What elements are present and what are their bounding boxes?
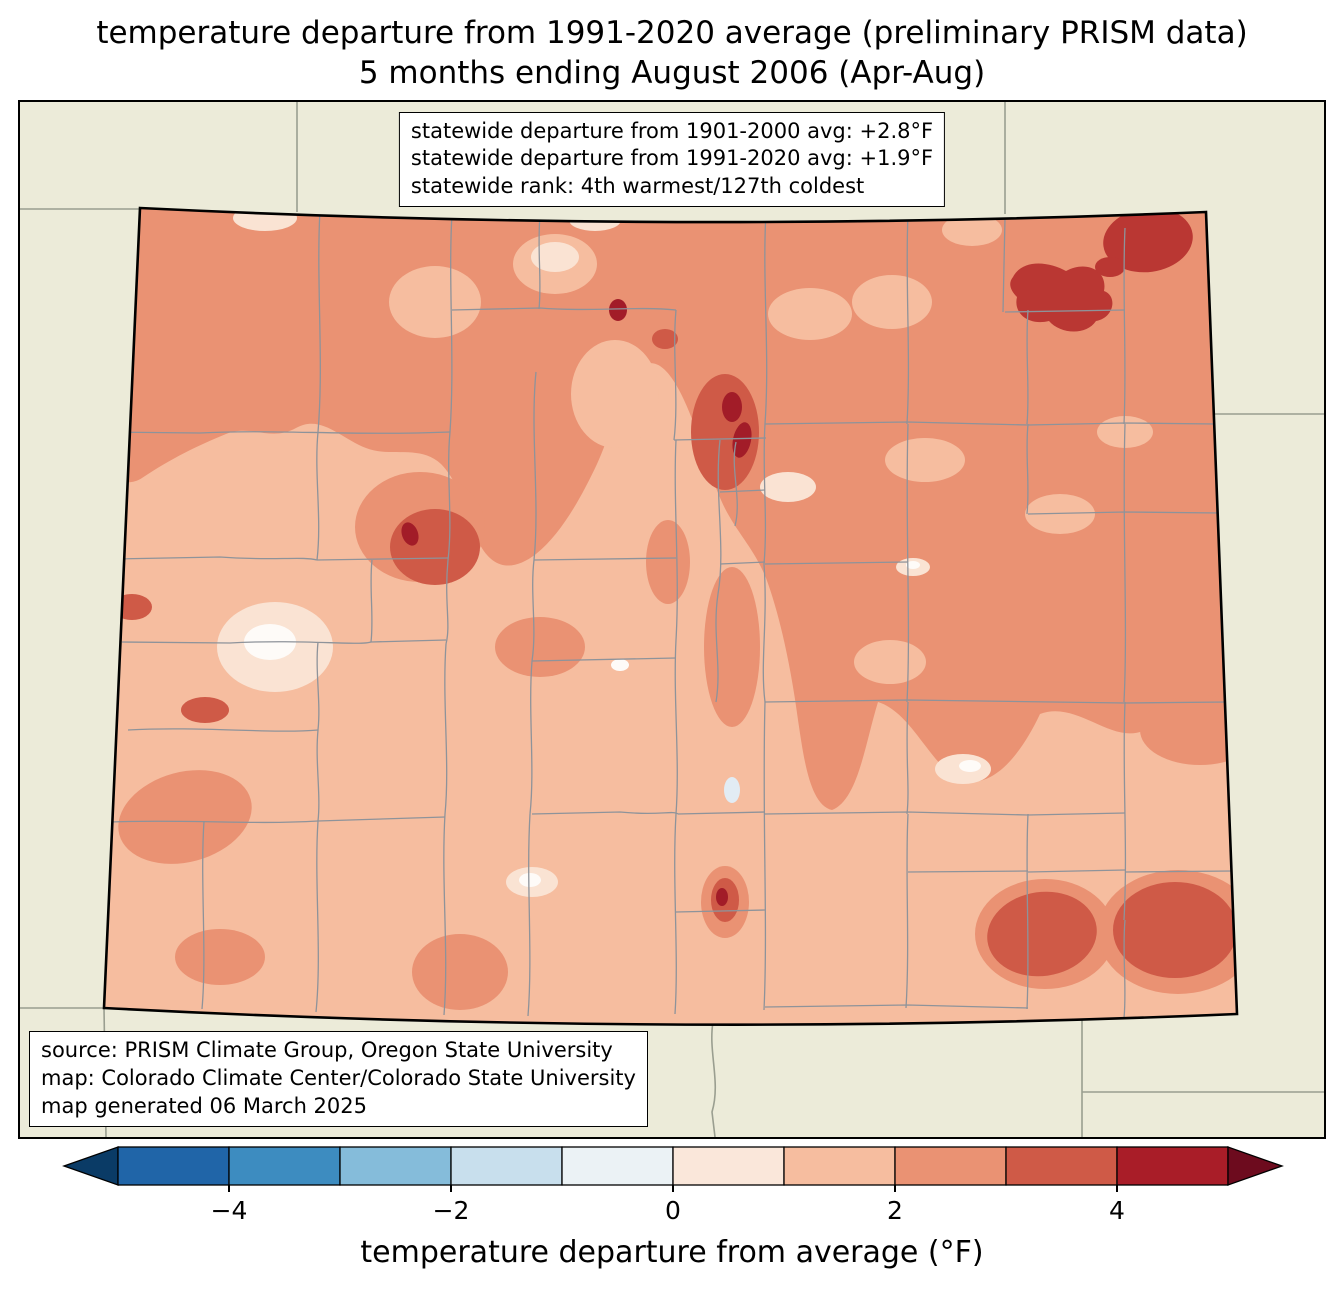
source-line-2: map: Colorado Climate Center/Colorado St… xyxy=(41,1066,636,1091)
colorbar-tick-4: 4 xyxy=(1109,1195,1125,1225)
title-line-1: temperature departure from 1991-2020 ave… xyxy=(96,15,1248,51)
stats-line-1: statewide departure from 1901-2000 avg: … xyxy=(410,118,934,143)
source-line-3: map generated 06 March 2025 xyxy=(41,1093,368,1118)
stats-line-3: statewide rank: 4th warmest/127th coldes… xyxy=(410,174,865,199)
stats-box: statewide departure from 1901-2000 avg: … xyxy=(398,111,946,207)
source-line-1: source: PRISM Climate Group, Oregon Stat… xyxy=(41,1038,613,1063)
page-title: temperature departure from 1991-2020 ave… xyxy=(0,0,1344,94)
colorado-border xyxy=(102,206,1239,1026)
colorbar-tick-2: 2 xyxy=(887,1195,903,1225)
colorado-state-shape xyxy=(104,207,1237,1025)
colorbar-label: temperature departure from average (°F) xyxy=(360,1234,984,1270)
county-boundaries xyxy=(104,209,1234,1018)
colorbar: −4 −2 0 2 4 temperature departure from a… xyxy=(0,1143,1344,1293)
title-line-2: 5 months ending August 2006 (Apr-Aug) xyxy=(358,55,986,92)
colorado-map xyxy=(20,101,1324,1137)
colorbar-gradient xyxy=(62,1145,1284,1192)
colorbar-tick-neg4: −4 xyxy=(210,1195,248,1225)
colorbar-tick-neg2: −2 xyxy=(432,1195,470,1225)
map-frame: statewide departure from 1901-2000 avg: … xyxy=(18,99,1326,1139)
stats-line-2: statewide departure from 1991-2020 avg: … xyxy=(410,146,934,171)
colorbar-tick-0: 0 xyxy=(665,1195,681,1225)
source-box: source: PRISM Climate Group, Oregon Stat… xyxy=(29,1031,648,1127)
